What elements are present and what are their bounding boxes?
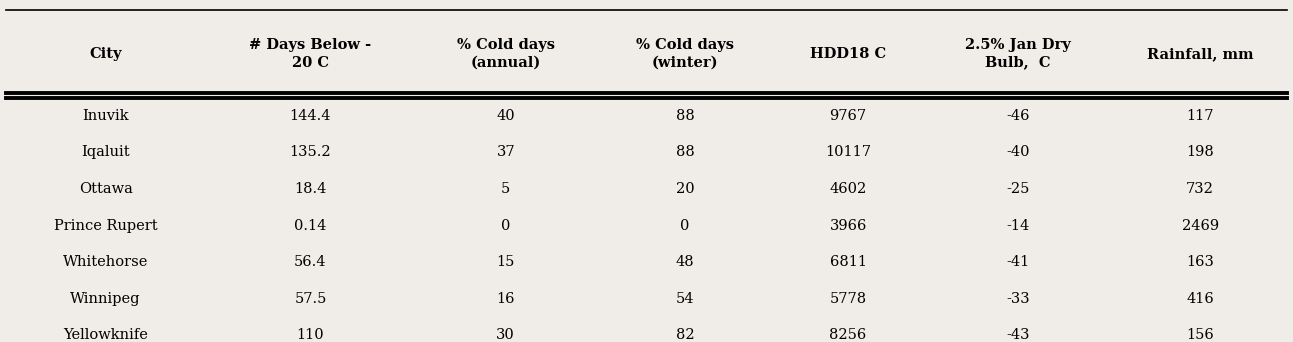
Text: % Cold days
(winter): % Cold days (winter) bbox=[636, 38, 734, 69]
Text: % Cold days
(annual): % Cold days (annual) bbox=[456, 38, 555, 69]
Text: 9767: 9767 bbox=[830, 109, 866, 123]
Text: Ottawa: Ottawa bbox=[79, 182, 133, 196]
Text: 198: 198 bbox=[1186, 145, 1214, 159]
Text: 57.5: 57.5 bbox=[295, 292, 327, 306]
Text: 110: 110 bbox=[296, 328, 325, 342]
Text: 135.2: 135.2 bbox=[290, 145, 331, 159]
Text: 416: 416 bbox=[1186, 292, 1214, 306]
Text: 54: 54 bbox=[676, 292, 694, 306]
Text: -46: -46 bbox=[1006, 109, 1029, 123]
Text: Winnipeg: Winnipeg bbox=[70, 292, 141, 306]
Text: 0: 0 bbox=[680, 219, 689, 233]
Text: 40: 40 bbox=[497, 109, 515, 123]
Text: -43: -43 bbox=[1006, 328, 1029, 342]
Text: 6811: 6811 bbox=[830, 255, 866, 269]
Text: 10117: 10117 bbox=[825, 145, 871, 159]
Text: 5778: 5778 bbox=[830, 292, 866, 306]
Text: 18.4: 18.4 bbox=[295, 182, 327, 196]
Text: 156: 156 bbox=[1186, 328, 1214, 342]
Text: Yellowknife: Yellowknife bbox=[63, 328, 149, 342]
Text: 2469: 2469 bbox=[1182, 219, 1219, 233]
Text: 8256: 8256 bbox=[830, 328, 866, 342]
Text: -14: -14 bbox=[1006, 219, 1029, 233]
Text: 82: 82 bbox=[675, 328, 694, 342]
Text: 4602: 4602 bbox=[830, 182, 866, 196]
Text: # Days Below -
20 C: # Days Below - 20 C bbox=[250, 38, 371, 69]
Text: Prince Rupert: Prince Rupert bbox=[54, 219, 158, 233]
Text: 88: 88 bbox=[675, 145, 694, 159]
Text: 144.4: 144.4 bbox=[290, 109, 331, 123]
Text: 0.14: 0.14 bbox=[295, 219, 327, 233]
Text: City: City bbox=[89, 47, 122, 61]
Text: 37: 37 bbox=[497, 145, 515, 159]
Text: 117: 117 bbox=[1187, 109, 1214, 123]
Text: 0: 0 bbox=[500, 219, 511, 233]
Text: -41: -41 bbox=[1006, 255, 1029, 269]
Text: 732: 732 bbox=[1186, 182, 1214, 196]
Text: 3966: 3966 bbox=[829, 219, 866, 233]
Text: 5: 5 bbox=[502, 182, 511, 196]
Text: 163: 163 bbox=[1186, 255, 1214, 269]
Text: -25: -25 bbox=[1006, 182, 1029, 196]
Text: Whitehorse: Whitehorse bbox=[63, 255, 149, 269]
Text: HDD18 C: HDD18 C bbox=[809, 47, 886, 61]
Text: Inuvik: Inuvik bbox=[83, 109, 129, 123]
Text: 30: 30 bbox=[497, 328, 515, 342]
Text: 16: 16 bbox=[497, 292, 515, 306]
Text: -40: -40 bbox=[1006, 145, 1029, 159]
Text: 56.4: 56.4 bbox=[295, 255, 327, 269]
Text: -33: -33 bbox=[1006, 292, 1029, 306]
Text: 20: 20 bbox=[675, 182, 694, 196]
Text: 88: 88 bbox=[675, 109, 694, 123]
Text: Rainfall, mm: Rainfall, mm bbox=[1147, 47, 1253, 61]
Text: 48: 48 bbox=[675, 255, 694, 269]
Text: Iqaluit: Iqaluit bbox=[81, 145, 131, 159]
Text: 2.5% Jan Dry
Bulb,  C: 2.5% Jan Dry Bulb, C bbox=[965, 38, 1071, 69]
Text: 15: 15 bbox=[497, 255, 515, 269]
